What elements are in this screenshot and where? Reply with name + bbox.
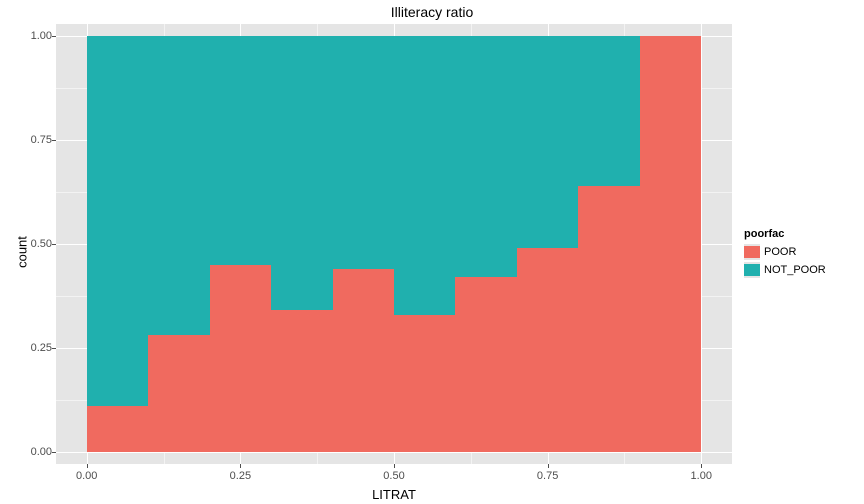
bar-not-poor <box>517 36 578 248</box>
bar-poor <box>578 186 639 452</box>
legend-swatch <box>744 244 760 260</box>
y-tick-label: 1.00 <box>12 30 52 42</box>
legend-item-notpoor: NOT_POOR <box>744 262 826 278</box>
y-tick-mark <box>52 36 56 37</box>
y-tick-mark <box>52 244 56 245</box>
bar-poor <box>271 310 332 451</box>
legend-swatch-fill <box>744 264 760 276</box>
figure: Illiteracy ratio count LITRAT poorfac PO… <box>0 0 864 504</box>
x-axis-title: LITRAT <box>56 487 732 502</box>
x-tick-mark <box>87 464 88 468</box>
legend: poorfac POOR NOT_POOR <box>744 228 826 280</box>
bar-poor <box>87 406 148 452</box>
bar-poor <box>455 277 516 451</box>
y-tick-mark <box>52 140 56 141</box>
x-tick-label: 0.50 <box>383 470 404 482</box>
x-tick-mark <box>701 464 702 468</box>
legend-item-poor: POOR <box>744 244 826 260</box>
y-tick-mark <box>52 452 56 453</box>
y-tick-label: 0.25 <box>12 342 52 354</box>
bar-not-poor <box>210 36 271 264</box>
legend-swatch-fill <box>744 246 760 258</box>
bar-not-poor <box>148 36 209 335</box>
plot-panel <box>56 24 732 464</box>
bar-not-poor <box>271 36 332 310</box>
bar-poor <box>640 36 701 451</box>
bar-not-poor <box>333 36 394 268</box>
gridline-major-v <box>701 24 702 464</box>
bar-poor <box>394 315 455 452</box>
x-tick-label: 0.00 <box>76 470 97 482</box>
x-tick-label: 1.00 <box>691 470 712 482</box>
y-tick-mark <box>52 348 56 349</box>
bar-poor <box>517 248 578 451</box>
legend-label: NOT_POOR <box>764 264 826 276</box>
bar-not-poor <box>578 36 639 185</box>
x-tick-mark <box>240 464 241 468</box>
legend-label: POOR <box>764 246 796 258</box>
x-tick-label: 0.75 <box>537 470 558 482</box>
bar-not-poor <box>87 36 148 405</box>
y-tick-label: 0.50 <box>12 238 52 250</box>
x-tick-mark <box>394 464 395 468</box>
bar-poor <box>210 265 271 452</box>
bar-not-poor <box>394 36 455 314</box>
x-tick-mark <box>548 464 549 468</box>
y-tick-label: 0.75 <box>12 134 52 146</box>
x-tick-label: 0.25 <box>230 470 251 482</box>
legend-swatch <box>744 262 760 278</box>
bar-not-poor <box>455 36 516 277</box>
chart-title: Illiteracy ratio <box>0 4 864 20</box>
y-tick-label: 0.00 <box>12 446 52 458</box>
bar-poor <box>148 335 209 451</box>
legend-title: poorfac <box>744 228 826 240</box>
bar-poor <box>333 269 394 452</box>
